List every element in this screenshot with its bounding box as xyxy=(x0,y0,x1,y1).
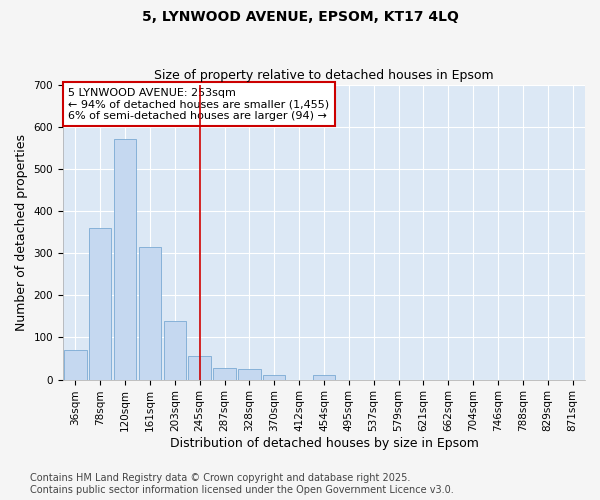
Bar xyxy=(139,247,161,380)
Bar xyxy=(188,356,211,380)
Bar xyxy=(263,374,286,380)
Bar xyxy=(164,322,186,380)
Y-axis label: Number of detached properties: Number of detached properties xyxy=(15,134,28,330)
Text: 5, LYNWOOD AVENUE, EPSOM, KT17 4LQ: 5, LYNWOOD AVENUE, EPSOM, KT17 4LQ xyxy=(142,10,458,24)
Bar xyxy=(64,350,86,380)
Title: Size of property relative to detached houses in Epsom: Size of property relative to detached ho… xyxy=(154,69,494,82)
X-axis label: Distribution of detached houses by size in Epsom: Distribution of detached houses by size … xyxy=(170,437,478,450)
Text: 5 LYNWOOD AVENUE: 253sqm
← 94% of detached houses are smaller (1,455)
6% of semi: 5 LYNWOOD AVENUE: 253sqm ← 94% of detach… xyxy=(68,88,329,120)
Bar xyxy=(238,369,260,380)
Bar xyxy=(114,140,136,380)
Bar xyxy=(214,368,236,380)
Bar xyxy=(313,376,335,380)
Text: Contains HM Land Registry data © Crown copyright and database right 2025.
Contai: Contains HM Land Registry data © Crown c… xyxy=(30,474,454,495)
Bar xyxy=(89,228,112,380)
